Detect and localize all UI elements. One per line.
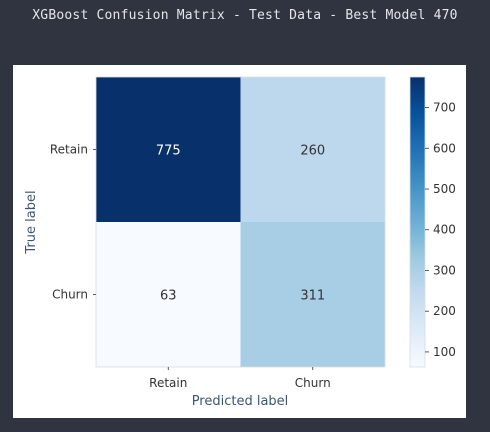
cell-value-label: 775	[156, 144, 181, 159]
page-title: XGBoost Confusion Matrix - Test Data - B…	[32, 8, 458, 23]
cell-value-label: 311	[300, 289, 325, 304]
y-tick-label: Churn	[52, 288, 88, 302]
colorbar-tick-label: 100	[433, 345, 456, 359]
heatmap-cell	[240, 77, 385, 222]
y-axis-label: True label	[24, 190, 39, 254]
x-tick-label: Retain	[149, 376, 187, 390]
colorbar-ticks: 100 200 300 400 500 600 700	[425, 101, 456, 359]
colorbar-tick-label: 400	[433, 223, 456, 237]
colorbar	[409, 76, 426, 368]
cell-value-label: 260	[300, 144, 325, 159]
confusion-matrix-chart: 775 260 63 311 Retain Churn Retain Churn Pred…	[24, 76, 456, 409]
colorbar-tick-label: 300	[433, 263, 456, 277]
cell-value-label: 63	[160, 289, 177, 304]
colorbar-tick-label: 700	[433, 101, 456, 115]
y-tick-label: Retain	[50, 143, 88, 157]
x-tick-labels: Retain Churn	[149, 367, 331, 390]
heatmap-cell	[96, 77, 241, 222]
x-axis-label: Predicted label	[192, 394, 289, 409]
chart-figure: 775 260 63 311 Retain Churn Retain Churn Pred…	[13, 65, 466, 418]
heatmap-cells	[96, 77, 385, 367]
colorbar-tick-label: 500	[433, 182, 456, 196]
cell-value-labels: 775 260 63 311	[156, 144, 325, 304]
colorbar-tick-label: 600	[433, 141, 456, 155]
matrix-frame	[95, 76, 386, 368]
heatmap-cell	[96, 222, 241, 367]
heatmap-cell	[240, 222, 385, 367]
x-tick-label: Churn	[295, 376, 331, 390]
colorbar-tick-label: 200	[433, 304, 456, 318]
y-tick-labels: Retain Churn	[50, 143, 96, 302]
